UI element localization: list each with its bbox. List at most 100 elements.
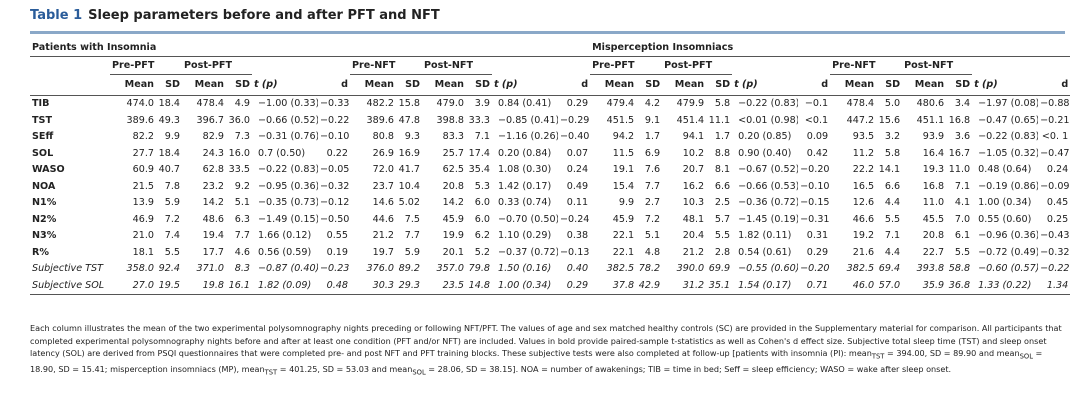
cell: −1.49 (0.15): [258, 213, 318, 225]
cell: 0.54 (0.61): [738, 246, 792, 258]
cell: −0.20: [800, 263, 830, 275]
cell: 11.5: [612, 147, 635, 159]
subheader: Post-NFT: [422, 56, 492, 75]
cell: −0.32: [320, 180, 350, 192]
cell: 4.2: [644, 98, 661, 110]
cell: 16.8: [948, 114, 971, 126]
cell: <0.1: [804, 114, 829, 126]
cell: 1.33 (0.22): [972, 277, 1039, 295]
cell: 7.7: [234, 230, 250, 242]
cell: 18.4: [158, 98, 180, 110]
cell: 11.1: [708, 114, 731, 126]
cell: 15.4: [612, 180, 635, 192]
cell: 3.2: [884, 131, 901, 143]
table-row: Subjective SOL 27.0 19.5 19.8 16.1 1.82 (0.09…: [30, 277, 1071, 295]
cell: 6.0: [474, 213, 490, 225]
cell: 22.7: [922, 246, 945, 258]
cell: −0.87 (0.40): [258, 263, 318, 275]
cell: 16.4: [922, 147, 945, 159]
cell: 2.7: [644, 197, 661, 209]
cell: 62.5: [442, 164, 464, 176]
cell: 8.1: [714, 164, 731, 176]
cell: 7.6: [644, 164, 661, 176]
footnote-text: = 394.00, SD = 89.90 and mean: [884, 348, 1020, 359]
cell: 8.8: [714, 147, 731, 159]
cell: 42.9: [636, 277, 663, 295]
cell: −0.66 (0.52): [258, 114, 318, 126]
cell: 478.4: [846, 98, 875, 110]
cell: 25.7: [442, 147, 464, 159]
cell: −0.21: [1040, 114, 1070, 126]
cell: 21.6: [852, 246, 875, 258]
table-row: R% 18.1 5.5 17.7 4.6 0.56 (0.59) 0.19 19.7 5.9 20…: [30, 244, 1070, 261]
cell: 3.6: [954, 131, 971, 143]
cell: 0.7 (0.50): [258, 147, 306, 159]
cell: 398.8: [436, 114, 464, 126]
column-header: SD: [636, 74, 663, 96]
cell: 46.9: [132, 213, 154, 225]
cell: −0.15: [800, 197, 830, 209]
subheader: Pre-NFT: [830, 56, 903, 75]
cell: 11.0: [922, 197, 945, 209]
cell: −0.60 (0.57): [978, 263, 1039, 275]
cell: 7.7: [404, 230, 420, 242]
cell: 1.00 (0.34): [492, 277, 558, 295]
column-header: t (p): [972, 74, 1039, 96]
table-row: WASO 60.9 40.7 62.8 33.5 −0.22 (0.83) −0.05 72.…: [30, 162, 1070, 179]
cell: 479.4: [606, 98, 635, 110]
cell: 4.8: [644, 246, 661, 258]
column-header: SD: [946, 74, 973, 96]
table-row: N2% 46.9 7.2 48.6 6.3 −1.49 (0.15) −0.50 44.6 7.…: [30, 211, 1070, 228]
cell: 16.0: [228, 147, 250, 159]
column-header: SD: [156, 74, 182, 96]
cell: 14.2: [202, 197, 224, 209]
cell: 26.9: [372, 147, 394, 159]
cell: 9.1: [644, 114, 661, 126]
cell: [972, 57, 1038, 75]
cell: 447.2: [846, 114, 875, 126]
cell: −1.97 (0.08): [978, 98, 1039, 110]
cell: 18.1: [132, 246, 154, 258]
row-label: WASO: [32, 164, 65, 176]
cell: 5.2: [474, 246, 490, 258]
cell: 5.02: [398, 197, 420, 209]
cell: 19.8: [182, 277, 226, 295]
cell: 5.5: [884, 213, 901, 225]
cell: −1.00 (0.33): [258, 98, 318, 110]
cell: −0.22 (0.83): [978, 131, 1039, 143]
column-header: t (p): [252, 74, 318, 96]
cell: 19.2: [852, 230, 875, 242]
cell: 5.9: [404, 246, 420, 258]
row-label: SOL: [32, 147, 54, 159]
cell: 1.7: [714, 131, 731, 143]
cell: [798, 57, 830, 75]
cell: 451.1: [916, 114, 945, 126]
cell: 8.3: [234, 263, 250, 275]
subheader: Pre-PFT: [590, 56, 663, 75]
column-header: Mean: [830, 74, 877, 96]
table-row: SOL 27.7 18.4 24.3 16.0 0.7 (0.50) 0.22 26.9 16.…: [30, 145, 1070, 162]
cell: −0.12: [320, 197, 350, 209]
cell: −1.45 (0.19): [738, 213, 799, 225]
cell: −0.22 (0.83): [258, 164, 318, 176]
cell: 23.5: [422, 277, 466, 295]
row-label: N2%: [32, 213, 57, 225]
cell: 94.1: [682, 131, 705, 143]
row-label: NOA: [32, 180, 56, 192]
cell: 36.0: [228, 114, 250, 126]
cell: 72.0: [372, 164, 394, 176]
cell: −0.55 (0.60): [738, 263, 799, 275]
cell: 22.2: [852, 164, 875, 176]
cell: 5.8: [714, 98, 731, 110]
cell: 69.4: [878, 263, 901, 275]
cell: [558, 57, 590, 75]
cell: 371.0: [196, 263, 224, 275]
cell: 17.7: [202, 246, 224, 258]
cell: 17.4: [468, 147, 490, 159]
cell: −0.1: [804, 98, 829, 110]
cell: 15.8: [398, 98, 420, 110]
cell: 89.2: [398, 263, 420, 275]
cell: −0.85 (0.41): [498, 114, 558, 126]
cell: 0.29: [566, 98, 589, 110]
